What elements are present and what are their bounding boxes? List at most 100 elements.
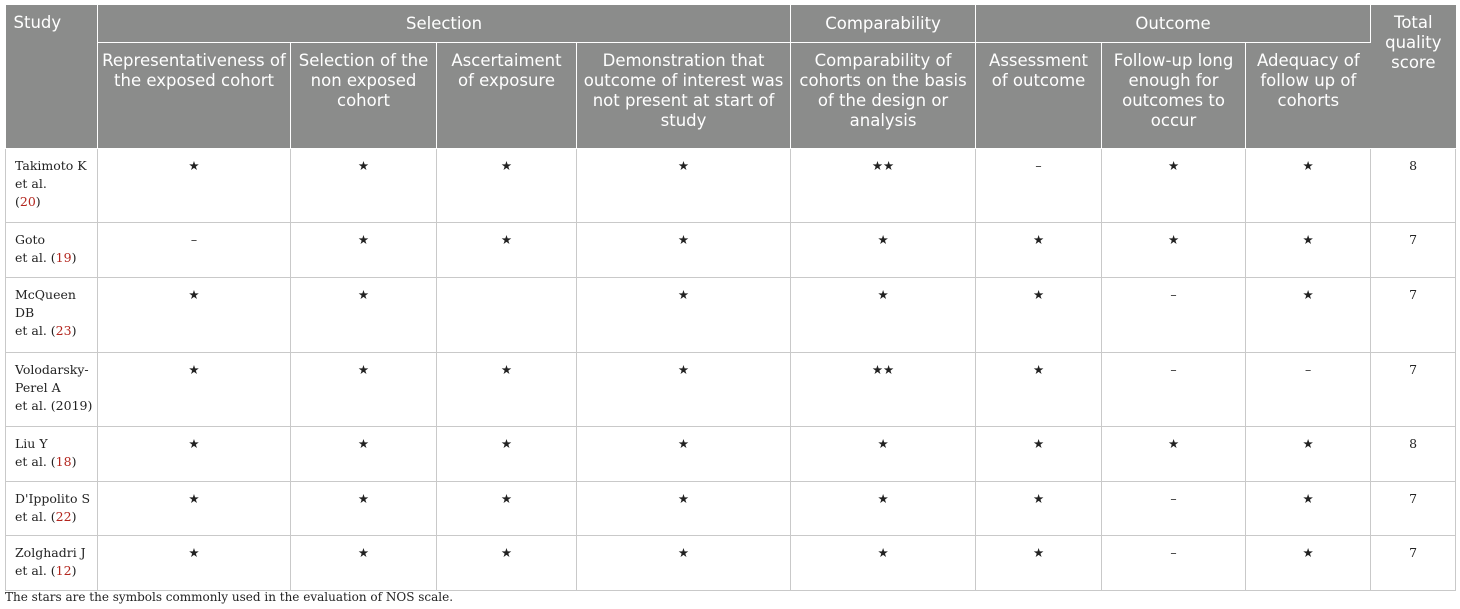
reference-link[interactable]: 22	[55, 509, 72, 524]
rating-cell: ★	[1245, 535, 1371, 591]
study-name-line: et al. (	[15, 454, 56, 469]
study-cell: McQueen DB et al. (23)	[5, 277, 98, 353]
rating-cell: ★	[1245, 222, 1371, 278]
reference-link[interactable]: 12	[55, 563, 72, 578]
rating-cell: –	[1101, 277, 1246, 353]
study-name-line: et al. (2019)	[15, 398, 93, 413]
rating-cell: ★	[1245, 277, 1371, 353]
rating-cell: ★	[975, 481, 1102, 536]
rating-cell: ★	[290, 277, 437, 353]
study-name-line: D'Ippolito S	[15, 491, 91, 506]
subheader-adequacy-follow-up: Adequacy of follow up of cohorts	[1245, 42, 1371, 149]
rating-cell: ★	[436, 222, 577, 278]
study-cell: Goto et al. (19)	[5, 222, 98, 278]
rating-cell: ★	[790, 481, 976, 536]
rating-cell: ★	[97, 148, 291, 223]
reference-link[interactable]: 23	[55, 323, 72, 338]
rating-cell: ★	[975, 222, 1102, 278]
rating-cell: ★	[97, 277, 291, 353]
rating-cell: ★	[290, 426, 437, 482]
rating-cell: ★	[575, 352, 791, 427]
rating-cell: ★	[790, 426, 976, 482]
total-score-cell: 8	[1370, 426, 1457, 482]
rating-cell: ★	[290, 352, 437, 427]
study-name-line: Goto	[15, 232, 46, 247]
study-name-line: Volodarsky-	[15, 362, 89, 377]
rating-cell: ★	[1245, 426, 1371, 482]
study-name-line: Zolghadri J	[15, 545, 86, 560]
rating-cell: ★	[575, 481, 791, 536]
reference-link[interactable]: 19	[55, 250, 72, 265]
subheader-follow-up-length: Follow-up long enough for outcomes to oc…	[1101, 42, 1247, 149]
rating-cell: ★	[975, 535, 1102, 591]
subheader-demonstration: Demonstration that outcome of interest w…	[576, 42, 792, 149]
study-name-line: et al. (	[15, 509, 56, 524]
rating-cell: ★	[290, 535, 437, 591]
rating-cell: ★	[436, 148, 577, 223]
total-score-cell: 7	[1370, 352, 1457, 427]
subheader-comparability-cohorts: Comparability of cohorts on the basis of…	[790, 42, 977, 149]
study-name-line: et al.	[15, 176, 47, 191]
rating-cell: ★	[975, 277, 1102, 353]
reference-link[interactable]: 20	[19, 194, 36, 209]
subheader-representativeness: Representativeness of the exposed cohort	[97, 42, 291, 149]
header-comparability: Comparability	[790, 5, 977, 43]
header-selection: Selection	[97, 5, 792, 43]
rating-cell: –	[975, 148, 1102, 223]
rating-cell: ★	[436, 352, 577, 427]
header-outcome: Outcome	[975, 5, 1372, 43]
study-name-line: et al. (	[15, 250, 56, 265]
reference-link[interactable]: 18	[55, 454, 72, 469]
total-score-cell: 7	[1370, 277, 1457, 353]
table-row: McQueen DB et al. (23) ★ ★ ★ ★ ★ – ★ 7	[5, 277, 1457, 353]
rating-cell: ★	[975, 426, 1102, 482]
rating-cell: ★	[575, 535, 791, 591]
total-score-cell: 7	[1370, 481, 1457, 536]
total-score-cell: 8	[1370, 148, 1457, 223]
study-cell: Volodarsky- Perel A et al. (2019)	[5, 352, 98, 427]
rating-cell: ★	[1101, 222, 1246, 278]
header-total-quality-score: Total quality score	[1370, 5, 1456, 149]
study-name-line: McQueen	[15, 287, 76, 302]
rating-cell: ★	[1101, 148, 1246, 223]
rating-cell: ★	[790, 222, 976, 278]
table-header: Study Selection Comparability Outcome To…	[5, 5, 1456, 149]
table-row: Goto et al. (19) – ★ ★ ★ ★ ★ ★ ★ 7	[5, 222, 1457, 278]
rating-cell: ★★	[790, 352, 976, 427]
rating-cell: ★	[975, 352, 1102, 427]
rating-cell: ★	[97, 535, 291, 591]
rating-cell: –	[1245, 352, 1371, 427]
total-score-cell: 7	[1370, 222, 1457, 278]
rating-cell: ★	[436, 481, 577, 536]
study-name-line: et al. (	[15, 563, 56, 578]
rating-cell: –	[1101, 352, 1246, 427]
table-footnote: The stars are the symbols commonly used …	[5, 590, 454, 604]
rating-cell: ★★	[790, 148, 976, 223]
rating-cell: –	[97, 222, 291, 278]
rating-cell	[436, 277, 577, 353]
rating-cell: ★	[97, 426, 291, 482]
rating-cell: ★	[575, 426, 791, 482]
study-name-line: DB	[15, 305, 35, 320]
rating-cell: ★	[575, 277, 791, 353]
rating-cell: ★	[290, 148, 437, 223]
study-name-line: Takimoto K	[15, 158, 87, 173]
rating-cell: ★	[97, 352, 291, 427]
rating-cell: ★	[790, 277, 976, 353]
rating-cell: –	[1101, 481, 1246, 536]
rating-cell: –	[1101, 535, 1246, 591]
rating-cell: ★	[1101, 426, 1246, 482]
rating-cell: ★	[436, 535, 577, 591]
rating-cell: ★	[290, 222, 437, 278]
rating-cell: ★	[290, 481, 437, 536]
rating-cell: ★	[790, 535, 976, 591]
subheader-selection-non-exposed: Selection of the non exposed cohort	[290, 42, 437, 149]
rating-cell: ★	[97, 481, 291, 536]
